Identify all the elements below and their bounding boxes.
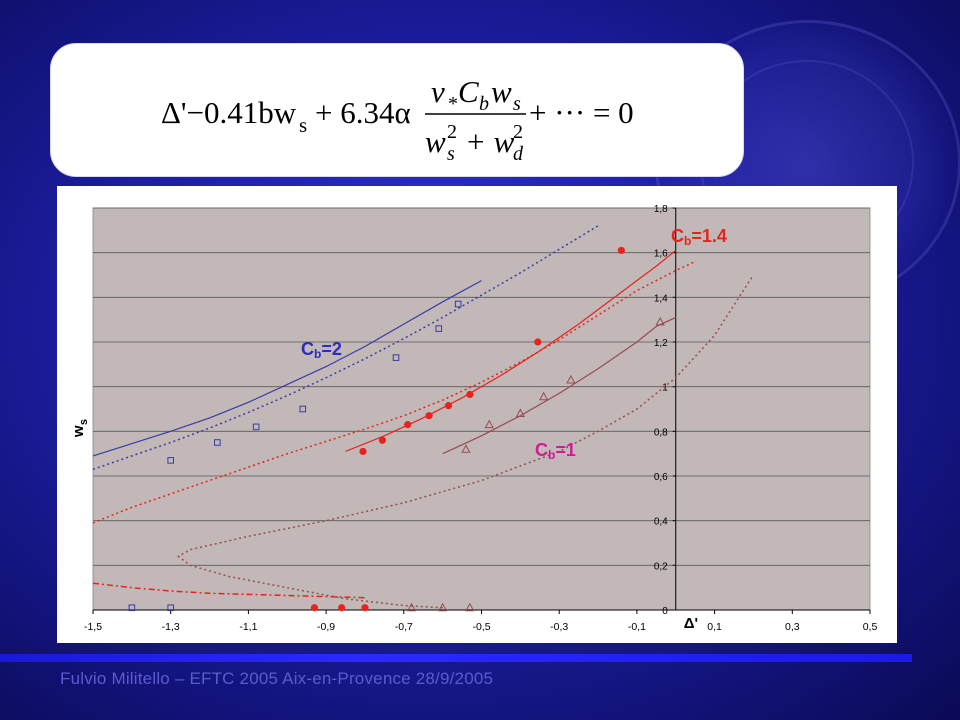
- y-axis-label: w s: [70, 419, 90, 438]
- formula-svg: Δ'−0.41bw s + 6.34α v * C b w s w s 2 + …: [161, 74, 634, 165]
- annotation-cb-1-4-sub: b: [684, 234, 692, 248]
- annotation-cb-2-sub: b: [314, 347, 322, 361]
- series-9-point-7: [438, 602, 448, 612]
- annotation-cb-1-rest: =1: [555, 440, 576, 460]
- formula-den-plus: + w: [465, 124, 515, 159]
- formula-tail: + ··· = 0: [529, 95, 634, 130]
- series-9-point-0: [655, 316, 665, 326]
- formula-num-star: *: [448, 93, 458, 115]
- y-axis-label-sub: s: [78, 419, 90, 425]
- formula-den-w1-sub: s: [447, 143, 455, 165]
- annotation-cb-2: Cb=2: [301, 339, 342, 361]
- series-9-point-5: [461, 444, 471, 453]
- y-tick-label-5: 1: [662, 383, 668, 394]
- annotation-cb-1: Cb=1: [535, 440, 576, 462]
- series-5-line: [92, 582, 365, 599]
- x-tick-label-2: -1,1: [239, 621, 257, 633]
- series-6-point-0: [617, 246, 625, 255]
- formula-lhs-sub: s: [299, 113, 307, 137]
- formula-den-w2-sub: d: [513, 143, 524, 165]
- y-tick-label-2: 0,4: [654, 517, 668, 528]
- series-9-point-1: [566, 374, 576, 384]
- series-6-point-7: [359, 447, 367, 456]
- y-tick-label-7: 1,4: [654, 293, 668, 304]
- formula-den-sup: 2: [447, 121, 457, 143]
- x-tick-label-10: 0,5: [863, 621, 878, 633]
- series-2-point-4: [392, 354, 400, 361]
- y-tick-label-4: 0,8: [654, 427, 668, 438]
- x-tick-label-1: -1,3: [162, 621, 180, 633]
- series-7-line: [442, 316, 677, 455]
- series-6-point-1: [534, 338, 542, 346]
- series-6-point-2: [466, 390, 474, 399]
- y-tick-label-9: 1,8: [654, 204, 668, 215]
- formula-box: Δ'−0.41bw s + 6.34α v * C b w s w s 2 + …: [50, 43, 744, 177]
- series-6-point-6: [378, 436, 387, 444]
- chart-panel: 0 0,2 0,4 0,6 0,8 1 1,2 1,4 1,6 1,8 -1,5 -1,3 -1,1-…: [57, 186, 897, 643]
- series-9-point-6: [406, 602, 417, 612]
- annotation-cb-1-4-rest: =1.4: [691, 226, 727, 246]
- x-tick-label-3: -0,9: [317, 621, 335, 633]
- series-6-point-8: [310, 604, 319, 612]
- annotation-cb-1-sub: b: [548, 448, 556, 462]
- x-tick-labels: -1,5 -1,3 -1,1 -0,9 -0,7 -0,5 -0,3 -0,1 0,1 0,3 0,…: [84, 610, 877, 633]
- series-2-point-7: [128, 604, 136, 612]
- series-9-point-4: [484, 419, 494, 429]
- formula-num-w-sub: s: [513, 93, 521, 115]
- series-6-point-4: [425, 412, 433, 420]
- series-0-line: [92, 280, 482, 457]
- y-tick-labels: 0 0,2 0,4 0,6 0,8 1 1,2 1,4 1,6 1,8: [654, 204, 676, 617]
- series-layer: [92, 225, 755, 612]
- plot-area: [92, 207, 871, 611]
- formula-num-c-sub: b: [479, 93, 489, 115]
- series-2-point-2: [252, 423, 260, 431]
- series-2-point-0: [167, 457, 175, 464]
- series-2-point-5: [435, 325, 443, 332]
- series-9-point-8: [465, 602, 475, 612]
- series-9-point-3: [515, 408, 525, 417]
- x-tick-label-0: -1,5: [84, 621, 102, 633]
- x-tick-label-9: 0,3: [785, 621, 800, 633]
- x-tick-label-5: -0,5: [472, 621, 490, 633]
- series-6-point-3: [444, 402, 453, 410]
- series-2-point-6: [454, 300, 462, 308]
- annotation-cb-2-base: C: [301, 339, 314, 359]
- annotation-cb-1-4-base: C: [671, 226, 684, 246]
- x-tick-label-4: -0,7: [395, 621, 413, 633]
- x-tick-label-6: -0,3: [550, 621, 568, 633]
- series-6-point-10: [361, 604, 369, 612]
- x-tick-label-7: -0,1: [628, 621, 646, 633]
- x-tick-label-8: 0,1: [707, 621, 722, 633]
- formula-den-sup2: 2: [513, 121, 523, 143]
- series-6-point-9: [338, 604, 346, 612]
- footer-bar: [0, 654, 912, 662]
- footer-text: Fulvio Militello – EFTC 2005 Aix-en-Prov…: [60, 669, 494, 688]
- formula-lhs: Δ'−0.41bw: [161, 95, 297, 130]
- chart-svg: 00,20,40,60,811,21,41,61,8 -1,5 -1,3 -1,1-…: [70, 204, 877, 633]
- formula-den-w1: w: [425, 124, 446, 159]
- y-tick-label-3: 0,6: [654, 472, 668, 483]
- y-axis-label-main: w: [70, 425, 87, 438]
- formula-coef: + 6.34α: [315, 95, 411, 130]
- series-2-point-1: [214, 439, 221, 446]
- y-tick-label-0: 0: [662, 606, 668, 617]
- series-2-point-8: [167, 604, 175, 612]
- y-tick-label-6: 1,2: [654, 338, 668, 349]
- formula-num-v: v: [431, 74, 445, 109]
- y-tick-label-8: 1,6: [654, 249, 668, 260]
- annotation-cb-2-rest: =2: [321, 339, 342, 359]
- formula-num-c: C: [458, 74, 479, 109]
- series-9-point-2: [539, 391, 549, 401]
- series-3-line: [345, 249, 677, 452]
- series-6-point-5: [404, 421, 412, 429]
- series-4-line: [92, 260, 696, 524]
- series-2-point-3: [299, 405, 307, 413]
- formula-num-w: w: [491, 74, 512, 109]
- annotation-cb-1-base: C: [535, 440, 548, 460]
- annotation-cb-1-4: Cb=1.4: [671, 226, 727, 248]
- gridlines: [93, 207, 870, 611]
- y-tick-label-1: 0,2: [654, 561, 668, 572]
- x-axis-label: Δ': [684, 615, 698, 632]
